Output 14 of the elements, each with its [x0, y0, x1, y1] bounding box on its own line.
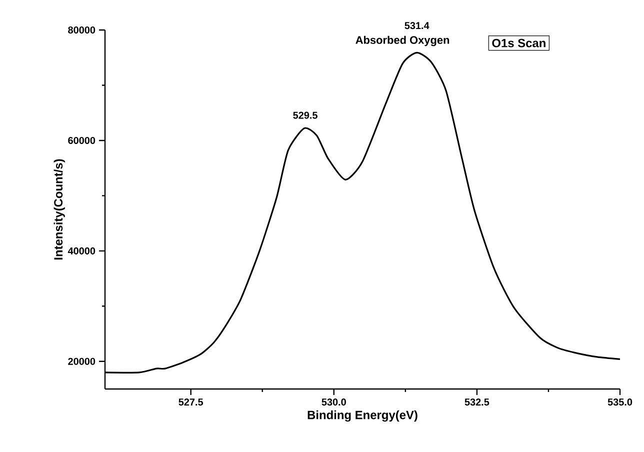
y-tick-label: 20000: [68, 358, 96, 365]
y-tick-label: 60000: [68, 136, 96, 144]
x-tick-label: 535.0: [608, 398, 632, 406]
annotation: Absorbed Oxygen: [356, 36, 450, 46]
annotation: 531.4: [404, 22, 430, 30]
x-axis-title: Binding Energy(eV): [308, 410, 418, 422]
x-tick-label: 530.0: [322, 398, 346, 406]
y-tick-label: 40000: [68, 247, 96, 254]
text: O1s Scan: [492, 38, 546, 48]
y-tick-label: 80000: [68, 26, 96, 34]
y-axis-title: Intensity(Count/s): [54, 159, 65, 260]
x-tick-label: 527.5: [178, 398, 204, 406]
x-tick-label: 532.5: [464, 398, 490, 406]
annotation: 529.5: [293, 112, 318, 119]
